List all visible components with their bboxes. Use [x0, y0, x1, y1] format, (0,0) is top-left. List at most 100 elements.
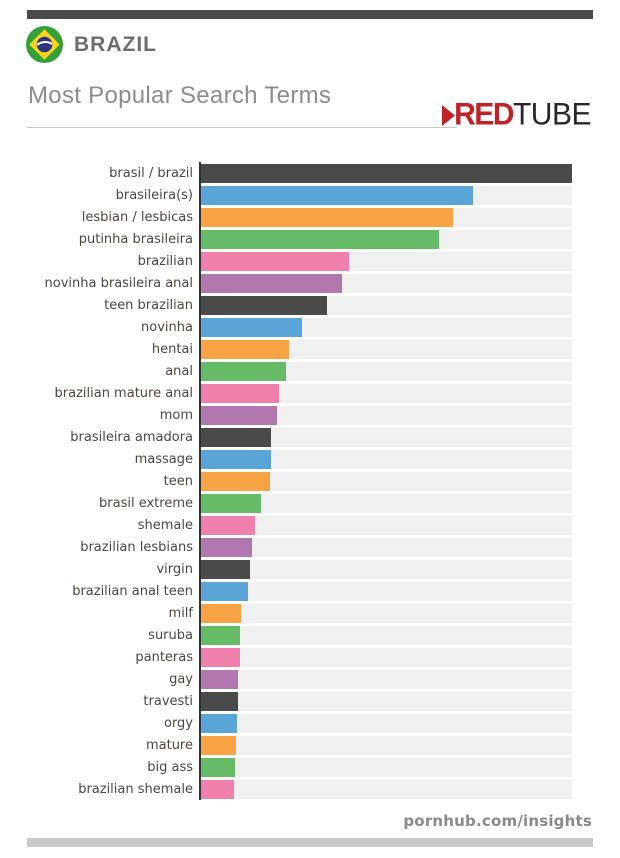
bar [201, 405, 278, 425]
chart-row: shemale [0, 514, 572, 536]
redtube-logo: RED TUBE [441, 96, 592, 132]
chart-row: teen [0, 470, 572, 492]
bar-cell [199, 426, 572, 448]
bar-track [201, 317, 572, 337]
chart-row: brazilian [0, 250, 572, 272]
chart-row: brasil extreme [0, 492, 572, 514]
bar-label: brazilian [137, 253, 193, 269]
bar-track [201, 515, 572, 535]
bar-cell [199, 778, 572, 800]
brazil-flag-icon [26, 26, 63, 63]
bar-label: brasileira(s) [115, 187, 193, 203]
chart-row: massage [0, 448, 572, 470]
bar-label: orgy [163, 715, 193, 731]
bar-cell [199, 624, 572, 646]
bar [201, 427, 272, 447]
bar [201, 779, 235, 799]
bar [201, 691, 239, 711]
bar [201, 515, 256, 535]
bar-track [201, 339, 572, 359]
bar-track [201, 559, 572, 579]
bar-cell [199, 580, 572, 602]
bar [201, 361, 287, 381]
bar-track [201, 251, 572, 271]
bar-track [201, 757, 572, 777]
bar-cell [199, 558, 572, 580]
bar-track [201, 163, 572, 183]
bar [201, 625, 241, 645]
bar [201, 669, 239, 689]
bar-track [201, 493, 572, 513]
chart-row: orgy [0, 712, 572, 734]
bar-cell [199, 756, 572, 778]
brand-red-text: RED [454, 96, 514, 132]
bar [201, 713, 238, 733]
chart-row: lesbian / lesbicas [0, 206, 572, 228]
bar-cell [199, 492, 572, 514]
chart-row: brasileira amadora [0, 426, 572, 448]
bar-track [201, 691, 572, 711]
chart-row: brasil / brazil [0, 162, 572, 184]
bar-label: brazilian mature anal [54, 385, 194, 401]
brand-tube-text: TUBE [512, 96, 592, 132]
bar-label: virgin [156, 561, 193, 577]
bar-cell [199, 514, 572, 536]
bar-track [201, 361, 572, 381]
bar-cell [199, 602, 572, 624]
bar-label: novinha brasileira anal [44, 275, 193, 291]
chart-row: brazilian lesbians [0, 536, 572, 558]
bar-cell [199, 690, 572, 712]
bar [201, 273, 342, 293]
bar-label: mom [159, 407, 193, 423]
bar-track [201, 427, 572, 447]
chart-row: teen brazilian [0, 294, 572, 316]
chart-row: mom [0, 404, 572, 426]
bar [201, 647, 241, 667]
bar-label: suruba [148, 627, 193, 643]
bar-cell [199, 536, 572, 558]
bar-track [201, 713, 572, 733]
chart-row: virgin [0, 558, 572, 580]
chart-row: big ass [0, 756, 572, 778]
bar-label: brazilian shemale [78, 781, 193, 797]
chart-row: putinha brasileira [0, 228, 572, 250]
chart-row: gay [0, 668, 572, 690]
bar-track [201, 471, 572, 491]
bar [201, 251, 349, 271]
chart-row: brazilian anal teen [0, 580, 572, 602]
bar [201, 493, 262, 513]
bar-cell [199, 470, 572, 492]
chart-row: hentai [0, 338, 572, 360]
bar [201, 471, 271, 491]
bar-label: brazilian anal teen [72, 583, 193, 599]
bar [201, 537, 253, 557]
bar-track [201, 295, 572, 315]
chart-row: suruba [0, 624, 572, 646]
bar-cell [199, 338, 572, 360]
bar-cell [199, 734, 572, 756]
bar [201, 757, 236, 777]
bar-track [201, 207, 572, 227]
bar-cell [199, 162, 572, 184]
chart-row: brazilian mature anal [0, 382, 572, 404]
play-arrow-icon [442, 104, 456, 126]
bar [201, 383, 280, 403]
bar-cell [199, 294, 572, 316]
bar-label: hentai [151, 341, 193, 357]
bar [201, 295, 327, 315]
bar-cell [199, 404, 572, 426]
bar-label: shemale [137, 517, 193, 533]
chart-row: mature [0, 734, 572, 756]
bar-label: putinha brasileira [78, 231, 193, 247]
bar-track [201, 625, 572, 645]
bar-track [201, 537, 572, 557]
bar-track [201, 383, 572, 403]
bar-cell [199, 382, 572, 404]
footer-site-label: pornhub.com/insights [403, 812, 592, 830]
bar-track [201, 229, 572, 249]
bar-cell [199, 712, 572, 734]
bar-track [201, 735, 572, 755]
bar-track [201, 581, 572, 601]
chart-row: brazilian shemale [0, 778, 572, 800]
bar-track [201, 779, 572, 799]
